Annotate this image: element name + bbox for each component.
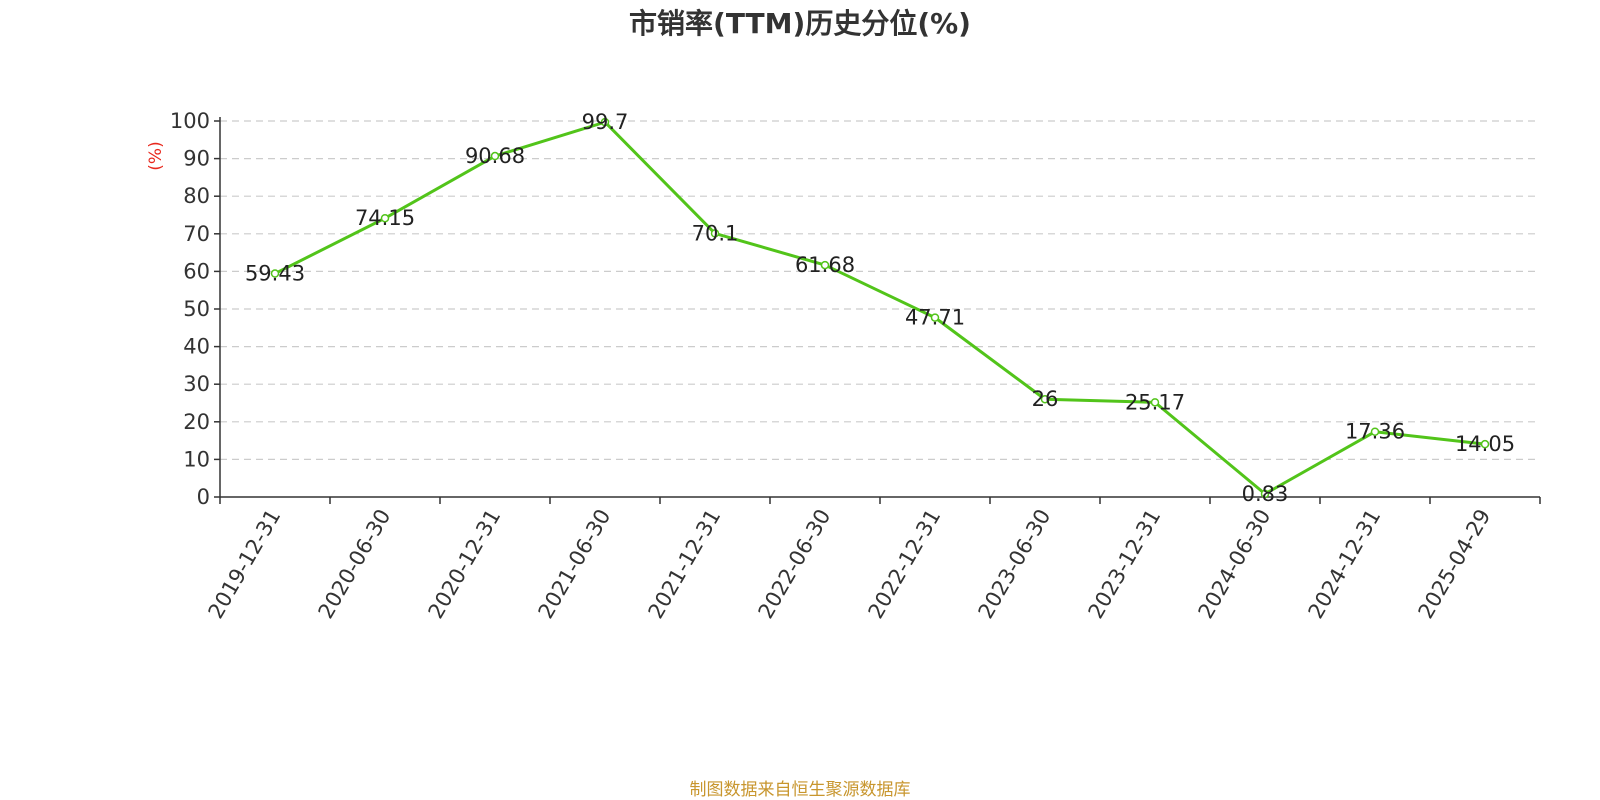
data-point [710,229,720,238]
y-tick-label: 30 [183,372,210,396]
x-tick-label: 2020-12-31 [424,505,506,623]
data-label: 99.7 [582,110,629,134]
y-axis-label: (%) [146,141,166,170]
data-label: 47.71 [905,306,965,330]
y-tick-label: 100 [170,109,210,133]
label-layer: 59.43 74.15 90.68 99.7 70.1 61.68 47.71 26 25.17… [245,110,1515,506]
x-tick-label: 2023-06-30 [974,505,1056,623]
data-label: 61.68 [795,253,855,277]
y-tick-label: 0 [197,485,210,509]
series-layer [270,117,1490,499]
y-tick-label: 40 [183,335,210,359]
x-tick-label: 2021-06-30 [534,505,616,623]
data-point [270,269,280,278]
y-tick-label: 20 [183,410,210,434]
data-point [1370,427,1380,436]
axis-layer: 0 10 20 30 40 50 60 70 80 90 100(%) 2019-12-31 2020-… [146,109,1541,623]
data-label: 17.36 [1345,420,1405,444]
x-tick-label: 2022-12-31 [864,505,946,623]
data-label: 90.68 [465,144,525,168]
data-label: 25.17 [1125,390,1185,414]
series-line [274,120,1486,496]
x-tick-label: 2024-12-31 [1304,505,1386,623]
x-tick-label: 2022-06-30 [754,505,836,623]
y-tick-label: 10 [183,447,210,471]
data-point [1480,439,1490,449]
x-tick-label: 2025-04-29 [1414,505,1496,623]
x-tick-label: 2019-12-31 [204,505,286,623]
data-label: 70.1 [692,221,739,245]
y-tick-label: 70 [183,222,210,246]
data-point [600,117,610,127]
data-label: 26 [1032,387,1059,411]
data-label: 0.83 [1242,482,1289,506]
data-point [1040,394,1050,404]
data-label: 74.15 [355,206,415,230]
chart-title: 市销率(TTM)历史分位(%) [629,7,971,40]
source-note: 制图数据来自恒生聚源数据库 [689,780,911,800]
x-tick-label: 2020-06-30 [314,505,396,623]
data-point [380,213,390,223]
x-tick-label: 2023-12-31 [1084,505,1166,623]
y-tick-label: 80 [183,184,210,208]
x-tick-label: 2021-12-31 [644,505,726,623]
y-tick-label: 60 [183,259,210,283]
data-point [930,313,940,322]
data-label: 14.05 [1455,432,1515,456]
data-point [1260,489,1270,499]
y-tick-label: 50 [183,297,210,321]
x-tick-label: 2024-06-30 [1194,505,1276,623]
data-point [490,151,500,161]
data-label: 59.43 [245,262,305,286]
data-point [1150,398,1160,407]
grid-layer [220,120,1540,460]
data-point [820,260,830,270]
y-tick-label: 90 [183,147,210,171]
